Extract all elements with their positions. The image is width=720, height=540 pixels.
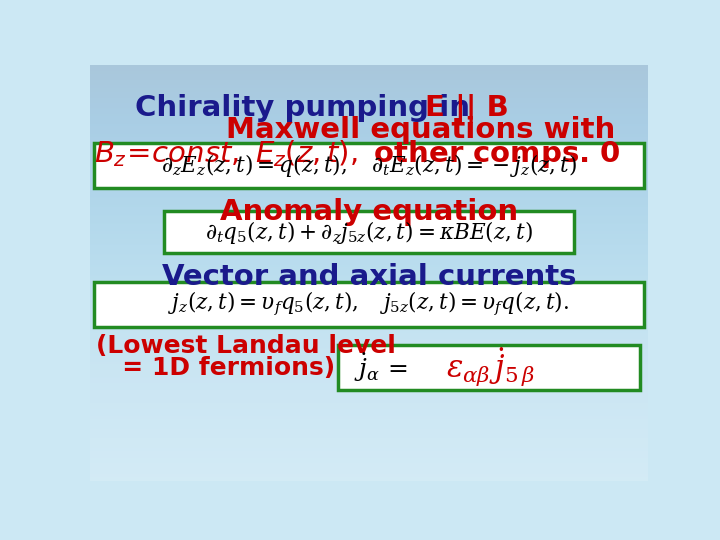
Text: Anomaly equation: Anomaly equation — [220, 198, 518, 226]
FancyBboxPatch shape — [94, 143, 644, 188]
Text: $\partial_z E_z(z,t) = q(z,t),\quad \partial_t E_z(z,t) = -j_z(z,t)$: $\partial_z E_z(z,t) = q(z,t),\quad \par… — [161, 152, 577, 179]
Text: Chirality pumping in: Chirality pumping in — [135, 94, 480, 122]
Text: $\dot{j}_\alpha\,=\,$: $\dot{j}_\alpha\,=\,$ — [354, 351, 408, 384]
FancyBboxPatch shape — [163, 211, 575, 253]
Text: $\partial_t q_5(z,t) + \partial_z j_{5z}(z,t) = \kappa BE(z,t)$: $\partial_t q_5(z,t) + \partial_z j_{5z}… — [205, 219, 533, 246]
Text: Maxwell equations with: Maxwell equations with — [225, 116, 615, 144]
Text: $\mathit{B}_z\!=\!const,\ \mathit{E}_z(z,t),\ $other comps. 0: $\mathit{B}_z\!=\!const,\ \mathit{E}_z(z… — [94, 138, 621, 170]
FancyBboxPatch shape — [338, 345, 640, 390]
Text: $\epsilon_{\alpha\beta}\,\dot{j}_{5\,\beta}$: $\epsilon_{\alpha\beta}\,\dot{j}_{5\,\be… — [446, 346, 536, 389]
Text: = 1D fermions): = 1D fermions) — [96, 356, 336, 380]
Text: (Lowest Landau level: (Lowest Landau level — [96, 334, 396, 357]
Text: Vector and axial currents: Vector and axial currents — [162, 264, 576, 292]
Text: $j_z(z,t) = \upsilon_f q_5(z,t),\quad j_{5z}(z,t) = \upsilon_f q(z,t).$: $j_z(z,t) = \upsilon_f q_5(z,t),\quad j_… — [168, 290, 570, 318]
FancyBboxPatch shape — [94, 282, 644, 327]
Text: E || B: E || B — [425, 94, 508, 123]
